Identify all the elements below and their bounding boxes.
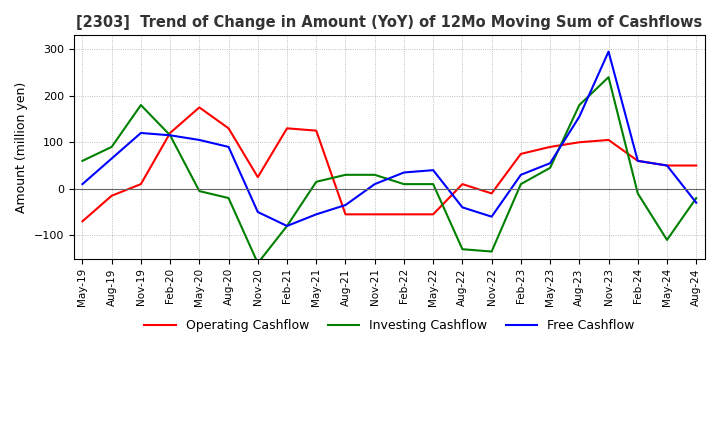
Free Cashflow bbox=[662, 163, 671, 168]
Free Cashflow bbox=[546, 161, 554, 166]
Operating Cashflow bbox=[516, 151, 525, 157]
Operating Cashflow bbox=[224, 126, 233, 131]
Operating Cashflow bbox=[400, 212, 408, 217]
Free Cashflow bbox=[312, 212, 320, 217]
Investing Cashflow bbox=[224, 195, 233, 201]
Free Cashflow bbox=[283, 224, 292, 229]
Free Cashflow bbox=[487, 214, 496, 219]
Title: [2303]  Trend of Change in Amount (YoY) of 12Mo Moving Sum of Cashflows: [2303] Trend of Change in Amount (YoY) o… bbox=[76, 15, 703, 30]
Operating Cashflow bbox=[429, 212, 438, 217]
Operating Cashflow bbox=[107, 193, 116, 198]
Free Cashflow bbox=[429, 168, 438, 173]
Operating Cashflow bbox=[370, 212, 379, 217]
Investing Cashflow bbox=[370, 172, 379, 177]
Operating Cashflow bbox=[487, 191, 496, 196]
Free Cashflow bbox=[195, 137, 204, 143]
Investing Cashflow bbox=[78, 158, 86, 164]
Investing Cashflow bbox=[137, 103, 145, 108]
Line: Free Cashflow: Free Cashflow bbox=[82, 51, 696, 226]
Investing Cashflow bbox=[195, 188, 204, 194]
Free Cashflow bbox=[253, 209, 262, 215]
Investing Cashflow bbox=[516, 181, 525, 187]
Investing Cashflow bbox=[487, 249, 496, 254]
Investing Cashflow bbox=[283, 224, 292, 229]
Operating Cashflow bbox=[634, 158, 642, 164]
Legend: Operating Cashflow, Investing Cashflow, Free Cashflow: Operating Cashflow, Investing Cashflow, … bbox=[139, 314, 639, 337]
Investing Cashflow bbox=[429, 181, 438, 187]
Investing Cashflow bbox=[575, 103, 584, 108]
Operating Cashflow bbox=[195, 105, 204, 110]
Investing Cashflow bbox=[107, 144, 116, 150]
Operating Cashflow bbox=[546, 144, 554, 150]
Operating Cashflow bbox=[283, 126, 292, 131]
Operating Cashflow bbox=[692, 163, 701, 168]
Operating Cashflow bbox=[312, 128, 320, 133]
Line: Investing Cashflow: Investing Cashflow bbox=[82, 77, 696, 263]
Operating Cashflow bbox=[253, 175, 262, 180]
Investing Cashflow bbox=[458, 246, 467, 252]
Free Cashflow bbox=[224, 144, 233, 150]
Operating Cashflow bbox=[604, 137, 613, 143]
Investing Cashflow bbox=[634, 191, 642, 196]
Free Cashflow bbox=[137, 130, 145, 136]
Line: Operating Cashflow: Operating Cashflow bbox=[82, 107, 696, 221]
Free Cashflow bbox=[516, 172, 525, 177]
Investing Cashflow bbox=[604, 74, 613, 80]
Free Cashflow bbox=[458, 205, 467, 210]
Operating Cashflow bbox=[662, 163, 671, 168]
Free Cashflow bbox=[400, 170, 408, 175]
Free Cashflow bbox=[575, 114, 584, 119]
Free Cashflow bbox=[166, 132, 174, 138]
Operating Cashflow bbox=[575, 139, 584, 145]
Operating Cashflow bbox=[166, 130, 174, 136]
Investing Cashflow bbox=[312, 179, 320, 184]
Free Cashflow bbox=[107, 156, 116, 161]
Free Cashflow bbox=[634, 158, 642, 164]
Free Cashflow bbox=[692, 200, 701, 205]
Investing Cashflow bbox=[253, 260, 262, 266]
Investing Cashflow bbox=[400, 181, 408, 187]
Operating Cashflow bbox=[341, 212, 350, 217]
Investing Cashflow bbox=[546, 165, 554, 170]
Investing Cashflow bbox=[166, 132, 174, 138]
Free Cashflow bbox=[341, 202, 350, 208]
Free Cashflow bbox=[78, 181, 86, 187]
Operating Cashflow bbox=[458, 181, 467, 187]
Y-axis label: Amount (million yen): Amount (million yen) bbox=[15, 81, 28, 213]
Investing Cashflow bbox=[341, 172, 350, 177]
Operating Cashflow bbox=[78, 219, 86, 224]
Investing Cashflow bbox=[662, 237, 671, 242]
Operating Cashflow bbox=[137, 181, 145, 187]
Free Cashflow bbox=[370, 181, 379, 187]
Free Cashflow bbox=[604, 49, 613, 54]
Investing Cashflow bbox=[692, 195, 701, 201]
